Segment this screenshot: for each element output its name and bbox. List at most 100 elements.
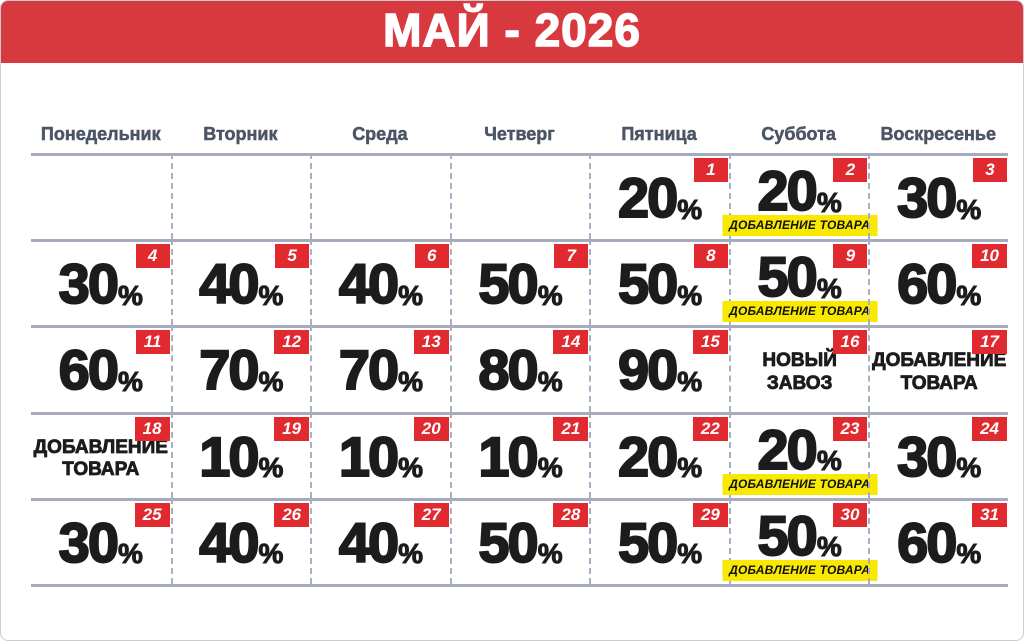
discount-number: 20: [757, 417, 819, 481]
discount-number: 70: [338, 338, 400, 402]
day-number-badge: 10: [972, 244, 1007, 269]
weekday-label-4: Четверг: [484, 124, 555, 145]
discount-value: 40%: [173, 513, 311, 571]
day-number-badge: 31: [972, 502, 1007, 527]
discount-number: 10: [477, 424, 539, 488]
calendar-cell-day-5: 5 40%: [170, 239, 311, 326]
percent-sign: %: [816, 272, 842, 304]
percent-sign: %: [956, 452, 982, 484]
percent-sign: %: [677, 365, 703, 397]
percent-sign: %: [677, 452, 703, 484]
discount-number: 70: [198, 338, 260, 402]
percent-sign: %: [398, 365, 424, 397]
discount-value: 30%: [31, 252, 171, 316]
day-number-badge: 7: [554, 244, 589, 269]
day-number-badge: 5: [275, 244, 310, 269]
day-number-badge: 23: [832, 416, 868, 441]
day-number-badge: 6: [414, 244, 449, 269]
discount-number: 40: [198, 252, 260, 316]
calendar-cell-day-3: 3 30%: [868, 153, 1008, 240]
percent-sign: %: [677, 279, 703, 311]
percent-sign: %: [956, 193, 982, 225]
discount-value: 50%: [452, 510, 590, 574]
day-number-badge: 14: [553, 330, 589, 355]
calendar-cell-day-17: 17 ДОБАВЛЕНИЕ ТОВАРА: [868, 325, 1008, 412]
calendar-cell-day-24: 24 30%: [868, 411, 1008, 498]
weekday-label-7: Воскресенье: [880, 124, 996, 145]
day-number-badge: 26: [274, 502, 310, 527]
day-number-badge: 15: [692, 330, 728, 355]
percent-sign: %: [258, 538, 284, 570]
calendar-cell-day-26: 26 40%: [170, 497, 311, 584]
calendar-cell-day-18: 18 ДОБАВЛЕНИЕ ТОВАРА: [31, 411, 171, 498]
percent-sign: %: [258, 279, 284, 311]
day-number-badge: 25: [134, 502, 170, 527]
discount-number: 30: [896, 166, 958, 229]
calendar-cell-day-31: 31 60%: [868, 497, 1008, 584]
day-number-badge: 9: [833, 244, 868, 269]
day-number-badge: 8: [693, 244, 728, 269]
discount-value: 20%: [731, 159, 869, 222]
calendar-cell-day-28: 28 50%: [449, 497, 590, 584]
day-number-badge: 18: [134, 416, 170, 441]
discount-value: 40%: [173, 252, 311, 316]
product-addition-banner: ДОБАВЛЕНИЕ ТОВАРА: [722, 473, 878, 495]
discount-value: 20%: [731, 417, 869, 481]
event-label-line: НОВЫЙ: [762, 350, 837, 372]
percent-sign: %: [117, 365, 143, 397]
discount-value: 60%: [870, 255, 1008, 313]
discount-number: 20: [757, 159, 819, 222]
event-label-line: ТОВАРА: [900, 372, 978, 394]
discount-number: 50: [477, 510, 539, 574]
calendar-cell-empty: [449, 153, 590, 240]
percent-sign: %: [537, 365, 563, 397]
percent-sign: %: [117, 538, 143, 570]
calendar-cell-day-16: 16 НОВЫЙ ЗАВОЗ: [728, 325, 869, 412]
event-label: ДОБАВЛЕНИЕ ТОВАРА: [870, 350, 1008, 395]
percent-sign: %: [117, 279, 143, 311]
discount-number: 30: [58, 252, 120, 316]
day-number-badge: 24: [972, 416, 1007, 441]
calendar-cell-day-29: 29 50%: [589, 497, 729, 584]
discount-number: 20: [617, 166, 679, 229]
product-addition-banner: ДОБАВЛЕНИЕ ТОВАРА: [722, 559, 878, 581]
calendar-cell-day-4: 4 30%: [31, 239, 171, 325]
calendar-cell-day-7: 7 50%: [449, 239, 590, 326]
percent-sign: %: [677, 538, 703, 570]
discount-value: 30%: [870, 166, 1008, 229]
product-addition-banner: ДОБАВЛЕНИЕ ТОВАРА: [722, 215, 878, 237]
event-label-line: ДОБАВЛЕНИЕ: [872, 350, 1007, 372]
calendar-cell-day-1: 1 20%: [589, 153, 729, 240]
discount-number: 50: [757, 245, 819, 309]
discount-value: 10%: [173, 427, 311, 485]
calendar-cell-day-12: 12 70%: [170, 325, 311, 412]
discount-number: 30: [58, 510, 120, 574]
percent-sign: %: [956, 279, 982, 311]
calendar-cell-day-19: 19 10%: [170, 411, 311, 498]
discount-value: 30%: [870, 424, 1008, 488]
month-title: МАЙ - 2026: [382, 4, 641, 56]
calendar-cell-day-30: 30 50% ДОБАВЛЕНИЕ ТОВАРА: [722, 497, 878, 584]
discount-value: 10%: [452, 424, 590, 488]
day-number-badge: 3: [972, 158, 1007, 182]
discount-number: 10: [338, 424, 400, 488]
percent-sign: %: [398, 279, 424, 311]
discount-value: 20%: [591, 166, 729, 229]
event-label-line: ДОБАВЛЕНИЕ: [33, 436, 168, 458]
day-number-badge: 12: [274, 330, 310, 355]
percent-sign: %: [816, 445, 842, 477]
percent-sign: %: [258, 365, 284, 397]
discount-number: 80: [477, 338, 539, 402]
discount-value: 50%: [452, 255, 590, 313]
weekday-label-5: Пятница: [621, 124, 697, 145]
discount-number: 30: [896, 424, 958, 488]
discount-value: 80%: [452, 338, 590, 402]
day-number-badge: 19: [274, 416, 310, 441]
percent-sign: %: [258, 452, 284, 484]
discount-value: 50%: [731, 245, 869, 309]
day-number-badge: 20: [413, 416, 449, 441]
calendar-cell-day-10: 10 60%: [868, 239, 1008, 326]
discount-number: 20: [617, 424, 679, 488]
calendar-cell-day-23: 23 20% ДОБАВЛЕНИЕ ТОВАРА: [722, 411, 878, 498]
